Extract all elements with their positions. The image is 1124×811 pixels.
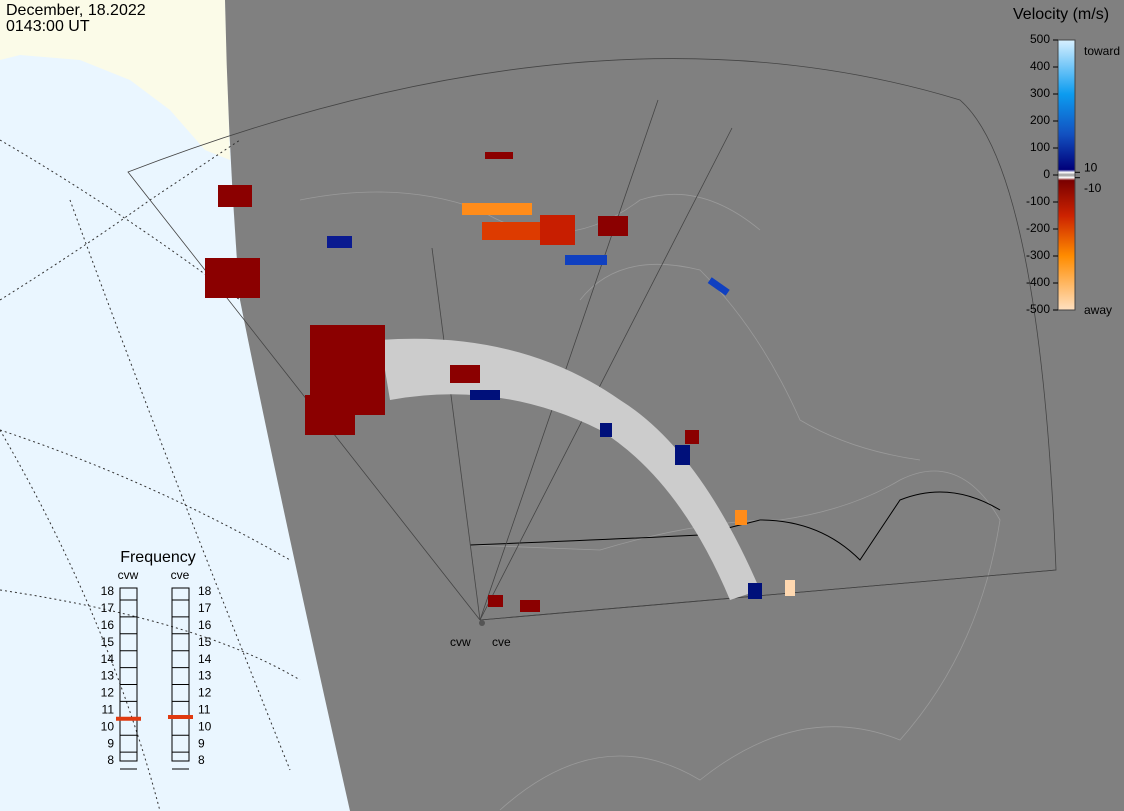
colorbar-tick-label: 200 <box>1030 113 1050 127</box>
frequency-box <box>171 587 190 762</box>
frequency-tick-label: 9 <box>198 736 205 750</box>
colorbar-tick-label: -400 <box>1026 275 1050 289</box>
frequency-tick-label: 8 <box>107 753 114 767</box>
frequency-tick-label: 17 <box>198 601 212 615</box>
frequency-tick-label: 14 <box>198 652 212 666</box>
colorbar-tick-label: -100 <box>1026 194 1050 208</box>
time: 0143:00 UT <box>6 18 90 35</box>
frequency-tick-label: 18 <box>101 584 115 598</box>
frequency-tick-label: 10 <box>198 719 212 733</box>
frequency-tick-label: 10 <box>101 719 115 733</box>
land-day <box>0 0 230 160</box>
colorbar-tick-label: 500 <box>1030 32 1050 46</box>
frequency-radar-name: cvw <box>118 568 139 582</box>
frequency-tick-label: 11 <box>102 702 115 716</box>
frequency-tick-label: 14 <box>101 652 115 666</box>
frequency-tick-label: 18 <box>198 584 212 598</box>
colorbar-tick-label: 400 <box>1030 59 1050 73</box>
radar-fov <box>127 58 1057 621</box>
colorbar-tick-label: 100 <box>1030 140 1050 154</box>
radar-site <box>479 620 485 626</box>
colorbar-inner-tick-label: -10 <box>1084 181 1102 195</box>
night-region <box>225 0 1124 811</box>
away-label: away <box>1084 303 1112 317</box>
frequency-tick-label: 13 <box>101 669 115 683</box>
border <box>469 491 1001 561</box>
date: December, 18.2022 <box>6 2 146 19</box>
frequency-title: Frequency <box>120 549 196 566</box>
frequency-tick-label: 16 <box>101 618 115 632</box>
frequency-tick-label: 12 <box>101 686 115 700</box>
colorbar-tick-label: -500 <box>1026 302 1050 316</box>
colorbar-inner-tick-label: 10 <box>1084 160 1098 174</box>
frequency-tick-label: 13 <box>198 669 212 683</box>
frequency-tick-label: 16 <box>198 618 212 632</box>
colorbar <box>1057 39 1076 311</box>
frequency-radar-name: cve <box>171 568 190 582</box>
toward-label: toward <box>1084 44 1120 58</box>
colorbar-tick-label: 0 <box>1043 167 1050 181</box>
frequency-box <box>119 587 138 762</box>
frequency-tick-label: 9 <box>107 736 114 750</box>
colorbar-tick-label: -200 <box>1026 221 1050 235</box>
colorbar-title: Velocity (m/s) <box>1013 6 1109 23</box>
frequency-tick-label: 8 <box>198 753 205 767</box>
frequency-tick-label: 11 <box>198 702 211 716</box>
colorbar-tick-label: 300 <box>1030 86 1050 100</box>
colorbar-tick-label: -300 <box>1026 248 1050 262</box>
radar-label: cve <box>492 635 511 649</box>
frequency-tick-label: 15 <box>101 635 115 649</box>
frequency-tick-label: 15 <box>198 635 212 649</box>
backscatter-cells <box>205 152 795 612</box>
radar-label: cvw <box>450 635 471 649</box>
frequency-tick-label: 12 <box>198 686 212 700</box>
frequency-tick-label: 17 <box>101 601 115 615</box>
